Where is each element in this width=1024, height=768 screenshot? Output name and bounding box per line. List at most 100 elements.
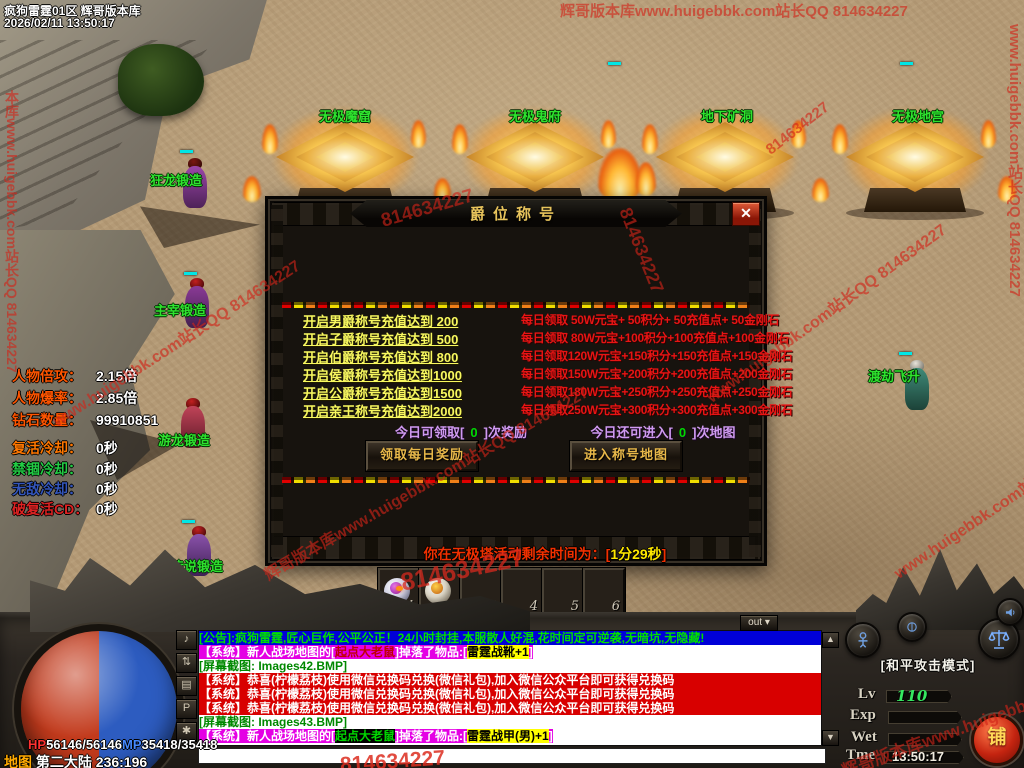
row-condition[interactable]: 开启侯爵称号充值达到1000 — [303, 368, 462, 383]
portal-kuangdong[interactable] — [630, 92, 820, 222]
stat-label: 人物倍攻： — [12, 368, 82, 384]
mob-name: 起点大老鼠 — [335, 729, 396, 743]
map-status: 地图 第二大陆 236:196 — [4, 752, 147, 768]
dialog-border-left — [271, 205, 283, 557]
chat-line-announce: [公告]:疯狗雷霆,匠心巨作,公平公正！24小时封挂,本服散人好混,花时间定可逆… — [199, 631, 821, 645]
row-reward: 每日领取 80W元宝+100积分+100充值点+100金刚石 — [521, 331, 790, 345]
row-condition[interactable]: 开启子爵称号充值达到 500 — [303, 332, 459, 347]
map-label: 地图 — [4, 754, 32, 768]
claim-count-value: 0 — [470, 425, 478, 440]
event-timer: 你在无极塔活动剩余时间为：[1分29秒] — [423, 546, 667, 562]
campfire — [243, 176, 261, 202]
hp-value: 56146/56146 — [46, 737, 122, 752]
server-title: 疯狗雷霆01区 辉哥版本库 — [4, 4, 141, 18]
chat-out-button[interactable]: out ▾ — [740, 615, 778, 631]
stat-label: 复活冷却： — [12, 440, 82, 456]
weight-bar — [888, 733, 962, 746]
bonfire-wisp — [636, 162, 656, 196]
chat-line-wechat: 【系统】恭喜(柠檬荔枝)使用微信兑换码兑换(微信礼包),加入微信公众平台即可获得… — [199, 701, 821, 715]
dialog-border-right — [749, 205, 761, 557]
daily-claim-count: 今日可领取[0]次奖励 — [395, 425, 527, 440]
chat-line-screenshot2: [屏幕截图: Images43.BMP] — [199, 715, 348, 729]
chat-scrollbar[interactable]: ▲ ▼ — [822, 632, 839, 746]
title-row-prince: 开启亲王称号充值达到2000 每日领取250W元宝+300积分+300充值点+30… — [303, 401, 793, 419]
row-reward: 每日领取150W元宝+200积分+200充值点+200金刚石 — [521, 367, 793, 381]
stat-value: 0秒 — [96, 461, 118, 477]
npc-dujie[interactable] — [902, 360, 932, 410]
exp-bar — [888, 711, 962, 724]
row-condition[interactable]: 开启伯爵称号充值达到 800 — [303, 350, 459, 365]
stat-diamonds: 钻石数量： 99910851 — [12, 410, 158, 430]
portal-label: 无极魔窟 — [318, 109, 372, 124]
bonfire — [598, 148, 642, 202]
campfire — [812, 178, 829, 202]
stat-attack-mult: 人物倍攻： 2.15倍 — [12, 366, 137, 386]
bag-button[interactable] — [897, 612, 927, 642]
stat-breakrevive-cd: 破复活CD： 0秒 — [12, 499, 118, 519]
item-name: 雷霆战靴+1 — [467, 645, 529, 659]
weight-label: Wet — [851, 729, 877, 745]
stat-label: 禁锢冷却： — [12, 461, 82, 477]
npc-zhuzai[interactable] — [182, 278, 212, 328]
watermark: 辉哥版本库www.huigebbk.com站长QQ 814634227 — [560, 3, 908, 20]
npc-kuanglong[interactable] — [180, 158, 210, 208]
npc-label: 狂龙锻造 — [150, 173, 203, 188]
enter-title-map-button[interactable]: 进入称号地图 — [570, 441, 682, 471]
stat-value: 0秒 — [96, 501, 118, 517]
chat-log-button[interactable]: ▤ — [176, 676, 197, 696]
portal-moku[interactable] — [250, 92, 440, 222]
chat-line-wechat: 【系统】恭喜(柠檬荔枝)使用微信兑换码兑换(微信礼包),加入微信公众平台即可获得… — [199, 687, 821, 701]
npc-label: 主宰锻造 — [154, 303, 207, 318]
stat-label: 人物爆率： — [12, 390, 82, 406]
speaker-icon: ♪ — [183, 633, 190, 645]
scales-icon — [988, 630, 1010, 649]
speaker-icon — [1005, 608, 1014, 616]
chat-private-button[interactable]: P — [176, 699, 197, 719]
chat-voice-button[interactable]: ♪ — [176, 630, 197, 650]
bag-icon — [907, 622, 917, 632]
dialog-border-bottom — [274, 536, 758, 560]
bush — [118, 44, 204, 116]
row-condition[interactable]: 开启男爵称号充值达到 200 — [303, 314, 459, 329]
chat-log[interactable]: [公告]:疯狗雷霆,匠心巨作,公平公正！24小时封挂,本服散人好混,花时间定可逆… — [198, 630, 822, 746]
stat-value: 2.15倍 — [96, 368, 138, 384]
sound-button[interactable] — [996, 598, 1024, 626]
title-row-marquis: 开启侯爵称号充值达到1000 每日领取150W元宝+200积分+200充值点+20… — [303, 365, 793, 383]
time-box — [884, 751, 964, 764]
marker-tick — [608, 62, 621, 65]
portal-label: 无极地宫 — [891, 109, 945, 124]
stat-lock-cd: 禁锢冷却： 0秒 — [12, 459, 118, 479]
chat-input[interactable] — [198, 748, 826, 764]
claim-daily-reward-button[interactable]: 领取每日奖励 — [366, 441, 478, 471]
row-condition[interactable]: 开启公爵称号充值达到1500 — [303, 386, 462, 401]
chat-emote-button[interactable]: ✱ — [176, 722, 197, 742]
character-button[interactable] — [845, 622, 881, 658]
stat-label: 破复活CD： — [12, 501, 89, 517]
portal-digong[interactable] — [820, 92, 1010, 222]
mp-value: 35418/35418 — [141, 737, 218, 752]
shop-button[interactable]: 铺 — [971, 714, 1023, 766]
hp-mp-status: HP56146/56146MP35418/35418 — [28, 737, 217, 752]
map-name: 第二大陆 — [35, 754, 92, 768]
chat-channel-button[interactable]: ⇅ — [176, 653, 197, 673]
scroll-down-icon[interactable]: ▼ — [822, 730, 839, 746]
npc-chuanshuo[interactable] — [184, 526, 214, 576]
map-coords: 236:196 — [95, 754, 148, 768]
stat-label: 钻石数量： — [12, 412, 82, 428]
stat-value: 99910851 — [96, 412, 159, 428]
npc-youlong[interactable] — [178, 398, 208, 448]
hotbar-slot-5[interactable]: 5 — [542, 568, 584, 617]
character-icon — [858, 632, 868, 648]
portal-guifu[interactable] — [440, 92, 630, 222]
attack-mode-label[interactable]: [和平攻击模式] — [880, 658, 976, 673]
row-condition[interactable]: 开启亲王称号充值达到2000 — [303, 404, 462, 419]
campfire — [998, 176, 1016, 202]
server-datetime: 2026/02/11 13:50:17 — [4, 16, 115, 30]
hotbar-slot-6[interactable]: 6 — [583, 568, 625, 617]
marker-tick — [899, 352, 912, 355]
chevron-down-icon: ▾ — [764, 617, 770, 628]
watermark: www.huigebbk.com站长QQ 814634227 — [1006, 24, 1023, 297]
close-icon[interactable]: ✕ — [732, 202, 760, 226]
scroll-up-icon[interactable]: ▲ — [822, 632, 839, 648]
